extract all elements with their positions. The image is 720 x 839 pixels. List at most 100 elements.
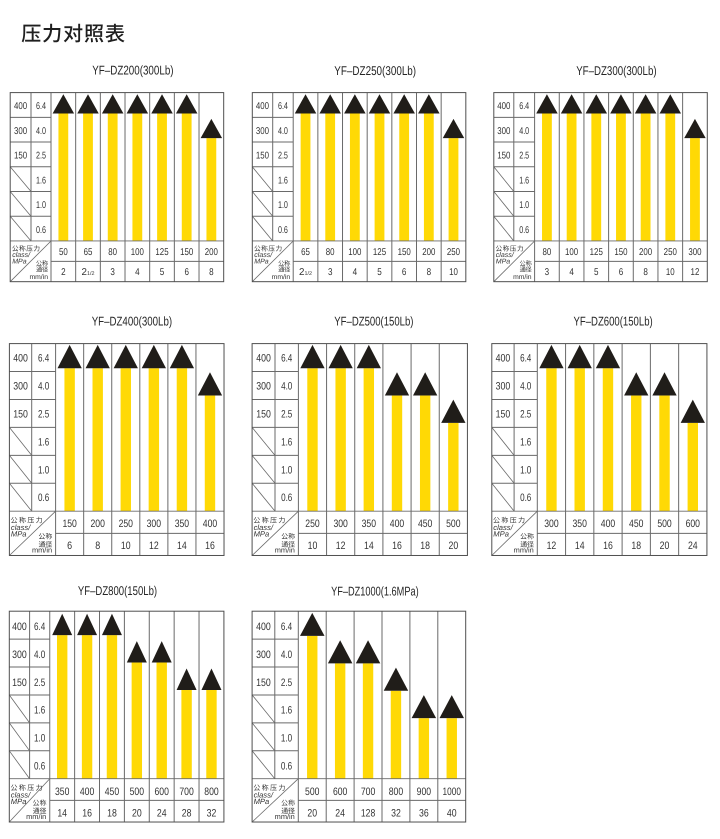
svg-text:1.0: 1.0 (278, 200, 288, 211)
svg-text:12: 12 (691, 267, 700, 278)
svg-text:50: 50 (59, 247, 68, 258)
svg-text:24: 24 (688, 540, 698, 552)
svg-text:6.4: 6.4 (281, 353, 292, 365)
svg-text:600: 600 (333, 786, 347, 798)
svg-text:150: 150 (62, 518, 76, 530)
svg-text:class/: class/ (496, 251, 515, 259)
svg-text:5: 5 (160, 267, 165, 278)
svg-text:2.5: 2.5 (520, 408, 531, 420)
svg-text:250: 250 (447, 247, 461, 258)
svg-text:150: 150 (180, 247, 194, 258)
svg-text:900: 900 (417, 786, 431, 798)
svg-text:125: 125 (373, 247, 387, 258)
svg-text:14: 14 (57, 808, 67, 820)
svg-text:1.0: 1.0 (281, 464, 292, 476)
svg-text:6.4: 6.4 (520, 353, 531, 365)
svg-text:10: 10 (308, 540, 318, 552)
svg-text:2.5: 2.5 (281, 408, 292, 420)
svg-text:class/: class/ (254, 523, 274, 532)
svg-text:400: 400 (256, 621, 271, 633)
svg-text:0.6: 0.6 (281, 761, 292, 773)
svg-text:YF–DZ300(300Lb): YF–DZ300(300Lb) (576, 64, 656, 78)
svg-text:350: 350 (55, 786, 69, 798)
svg-text:1.0: 1.0 (36, 200, 46, 211)
svg-text:500: 500 (130, 786, 144, 798)
svg-text:4: 4 (135, 267, 140, 278)
svg-text:400: 400 (12, 621, 27, 633)
svg-text:500: 500 (657, 518, 671, 530)
svg-text:8: 8 (643, 267, 648, 278)
svg-text:150: 150 (256, 408, 271, 420)
svg-text:14: 14 (177, 540, 187, 552)
svg-text:200: 200 (205, 247, 219, 258)
svg-text:4.0: 4.0 (281, 381, 292, 393)
svg-text:18: 18 (631, 540, 641, 552)
svg-text:6: 6 (67, 540, 72, 552)
svg-text:5: 5 (594, 267, 599, 278)
svg-text:MPa: MPa (11, 797, 27, 806)
svg-text:400: 400 (390, 518, 404, 530)
svg-text:300: 300 (497, 126, 511, 137)
svg-text:24: 24 (335, 808, 345, 820)
svg-text:4.0: 4.0 (278, 126, 288, 137)
svg-text:250: 250 (664, 247, 678, 258)
svg-text:class/: class/ (493, 523, 513, 532)
svg-text:3: 3 (328, 267, 333, 278)
svg-text:400: 400 (203, 518, 217, 530)
svg-text:mm/in: mm/in (275, 812, 295, 821)
svg-text:14: 14 (575, 540, 585, 552)
svg-text:mm/in: mm/in (275, 546, 295, 555)
svg-text:8: 8 (95, 540, 100, 552)
svg-text:class/: class/ (11, 791, 31, 800)
svg-text:1.6: 1.6 (519, 175, 529, 186)
svg-text:mm/in: mm/in (272, 274, 291, 281)
svg-text:MPa: MPa (493, 530, 509, 539)
svg-text:1.0: 1.0 (281, 733, 292, 745)
svg-text:4.0: 4.0 (36, 126, 46, 137)
svg-text:150: 150 (256, 677, 271, 689)
svg-text:mm/in: mm/in (514, 546, 534, 555)
svg-text:4.0: 4.0 (520, 381, 531, 393)
svg-text:800: 800 (204, 786, 218, 798)
svg-text:10: 10 (666, 267, 675, 278)
svg-text:450: 450 (418, 518, 432, 530)
svg-text:6.4: 6.4 (519, 101, 529, 112)
svg-text:4.0: 4.0 (281, 649, 292, 661)
svg-text:mm/in: mm/in (26, 812, 46, 821)
svg-text:18: 18 (420, 540, 430, 552)
svg-text:500: 500 (305, 786, 319, 798)
svg-text:16: 16 (603, 540, 613, 552)
svg-text:80: 80 (543, 247, 552, 258)
svg-text:0.6: 0.6 (520, 492, 531, 504)
svg-text:300: 300 (256, 649, 271, 661)
svg-text:128: 128 (361, 808, 375, 820)
svg-text:1.6: 1.6 (281, 705, 292, 717)
svg-text:300: 300 (256, 381, 271, 393)
svg-text:350: 350 (362, 518, 376, 530)
svg-text:5: 5 (377, 267, 382, 278)
svg-text:28: 28 (182, 808, 192, 820)
svg-text:class/: class/ (11, 523, 31, 532)
svg-text:40: 40 (447, 808, 457, 820)
svg-text:0.6: 0.6 (519, 225, 529, 236)
svg-text:150: 150 (398, 247, 412, 258)
svg-text:MPa: MPa (254, 530, 270, 539)
svg-text:250: 250 (305, 518, 319, 530)
svg-text:200: 200 (422, 247, 436, 258)
svg-text:1.6: 1.6 (38, 436, 49, 448)
svg-text:0.6: 0.6 (278, 225, 288, 236)
svg-text:300: 300 (256, 126, 270, 137)
svg-text:YF–DZ800(150Lb): YF–DZ800(150Lb) (78, 584, 157, 598)
svg-text:2: 2 (61, 267, 66, 278)
svg-text:12: 12 (149, 540, 159, 552)
svg-text:6: 6 (184, 267, 189, 278)
svg-text:20: 20 (307, 808, 317, 820)
svg-text:class/: class/ (254, 791, 274, 800)
svg-text:2.5: 2.5 (38, 408, 49, 420)
svg-text:250: 250 (119, 518, 133, 530)
svg-text:20: 20 (132, 808, 142, 820)
svg-text:mm/in: mm/in (32, 546, 52, 555)
svg-text:YF–DZ500(150Lb): YF–DZ500(150Lb) (334, 315, 413, 329)
svg-text:300: 300 (544, 518, 558, 530)
svg-text:1.6: 1.6 (278, 175, 288, 186)
